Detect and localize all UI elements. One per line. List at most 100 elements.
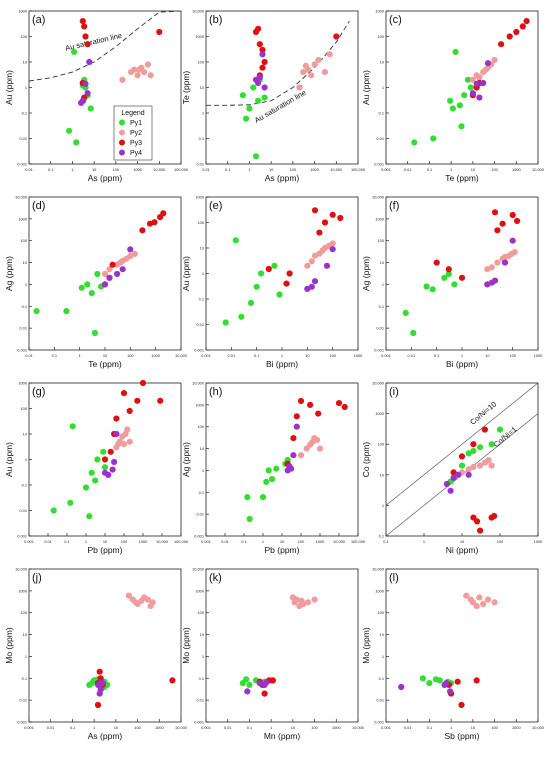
point-py4: [288, 465, 295, 472]
x-tick-label: 1000: [151, 353, 160, 358]
y-tick-label: 0.01: [19, 136, 27, 141]
point-py4: [256, 74, 263, 81]
point-py1: [461, 92, 468, 99]
point-py2: [511, 249, 518, 256]
point-py1: [67, 499, 74, 506]
y-tick-label: 0.001: [194, 348, 204, 353]
point-py3: [261, 58, 268, 66]
x-tick-label: 10: [305, 353, 310, 358]
point-py3: [491, 209, 499, 216]
panel-label: (c): [389, 14, 402, 26]
point-py2: [476, 594, 483, 601]
y-tick-label: 0.001: [374, 162, 384, 167]
point-py4: [450, 474, 457, 481]
point-py3: [82, 33, 89, 40]
x-tick-label: 1000: [155, 725, 164, 730]
point-py3: [514, 217, 521, 225]
x-tick-label: 1000: [534, 353, 543, 358]
point-py3: [286, 270, 293, 277]
point-py4: [443, 480, 450, 488]
x-tick-label: 100,000: [174, 167, 189, 172]
point-py3: [96, 668, 103, 675]
panel-c: 0.001 0.01 0.1 1 10 100 1000 10,000 0.001 0.01 0.1…: [361, 9, 545, 184]
point-py1: [261, 94, 268, 101]
y-tick-label: 100: [21, 34, 28, 39]
point-py1: [464, 76, 472, 83]
point-py1: [88, 290, 95, 297]
x-tick-label: 10: [103, 539, 108, 544]
y-axis-label: Ag (ppm): [4, 256, 14, 291]
y-tick-label: 0.1: [22, 676, 27, 681]
point-py2: [141, 69, 148, 76]
x-tick-label: 1: [79, 353, 81, 358]
y-tick-label: 0.001: [194, 534, 204, 539]
point-py1: [419, 675, 426, 682]
point-py3: [107, 448, 114, 455]
y-tick-label: 100: [198, 610, 205, 615]
x-tick-label: 10: [485, 353, 490, 358]
point-py3: [315, 410, 322, 417]
y-tick-label: 0.1: [379, 676, 384, 681]
point-py1: [91, 329, 98, 337]
plot-frame: [205, 382, 359, 537]
panel-i: 0.1 1 10 100 1000 0.1 1 10 100 1000 10,000 Ni (ppm)…: [361, 381, 543, 556]
point-py2: [314, 436, 321, 443]
x-tick-label: 0.001: [381, 725, 391, 730]
point-py2: [131, 250, 138, 257]
x-tick-label: 10: [269, 167, 274, 172]
point-py1: [247, 299, 255, 306]
x-tick-label: 1000: [354, 353, 363, 358]
x-tick-label: 1000: [332, 725, 341, 730]
point-py4: [109, 466, 116, 473]
x-axis-label: Pb (ppm): [265, 545, 300, 555]
panel-f: 0.001 0.01 0.1 1 10 100 1000 0.001 0.01 0.1 1 10 100…: [361, 195, 543, 370]
point-py1: [436, 677, 443, 684]
point-py3: [79, 18, 86, 25]
point-py2: [326, 51, 333, 58]
y-tick-label: 1: [202, 271, 204, 276]
point-py3: [126, 407, 133, 415]
point-py3: [329, 211, 336, 218]
y-tick-label: 100: [21, 406, 28, 411]
y-tick-label: 100: [21, 238, 28, 243]
point-py1: [250, 84, 257, 91]
y-axis-label: Te (ppm): [181, 71, 191, 105]
point-py3: [290, 435, 297, 442]
panel-label: (e): [209, 200, 222, 212]
point-py1: [447, 97, 454, 104]
point-py3: [335, 400, 343, 407]
y-tick-label: 10: [380, 260, 385, 265]
point-py4: [491, 277, 499, 284]
point-py1: [411, 139, 418, 146]
point-py3: [513, 28, 520, 36]
x-tick-label: 0.1: [52, 353, 57, 358]
y-tick-label: 1: [382, 654, 384, 659]
panel-label: (h): [209, 386, 222, 398]
point-py3: [333, 33, 340, 40]
point-py2: [144, 596, 151, 603]
point-py3: [97, 675, 104, 682]
y-tick-label: 1: [382, 85, 384, 90]
y-tick-label: 0.001: [17, 720, 27, 725]
x-tick-label: 0.01: [408, 353, 416, 358]
point-py3: [477, 527, 484, 534]
y-tick-label: 0.01: [376, 326, 384, 331]
x-tick-label: 10: [460, 539, 465, 544]
panel-l: 0.001 0.01 0.1 1 10 100 1000 10,000 0.001 0.01 0.1…: [361, 567, 545, 742]
point-py4: [263, 679, 270, 686]
point-py3: [259, 64, 266, 71]
point-py4: [105, 471, 112, 478]
panel-j: 0.001 0.01 0.1 1 10 100 1000 10,000 0.001 0.01 0.1…: [4, 567, 188, 742]
panel-e: 0.001 0.01 0.1 1 10 100 1000 0.001 0.01 0.1 1 10 100…: [181, 195, 363, 370]
y-tick-label: 1000: [375, 216, 384, 221]
point-py1: [244, 494, 251, 501]
point-py2: [106, 266, 113, 273]
point-py1: [71, 48, 78, 56]
point-py1: [263, 478, 270, 485]
y-tick-label: 1000: [18, 216, 27, 221]
point-py3: [499, 220, 506, 227]
point-py3: [120, 390, 128, 397]
point-py1: [246, 105, 253, 112]
plot-frame: [28, 568, 182, 723]
point-py3: [113, 415, 120, 422]
